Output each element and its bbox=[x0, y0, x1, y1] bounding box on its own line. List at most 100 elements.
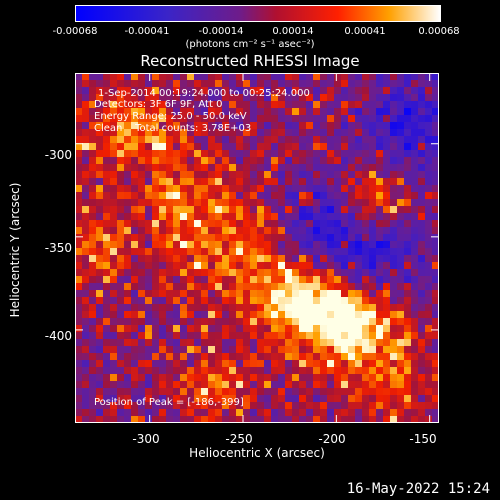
heatmap-cell bbox=[355, 129, 363, 137]
heatmap-cell bbox=[89, 311, 97, 319]
heatmap-cell bbox=[369, 402, 377, 410]
heatmap-cell bbox=[362, 220, 370, 228]
heatmap-cell bbox=[264, 332, 272, 340]
heatmap-cell bbox=[292, 311, 300, 319]
heatmap-cell bbox=[271, 185, 279, 193]
heatmap-cell bbox=[432, 213, 440, 221]
heatmap-cell bbox=[348, 290, 356, 298]
heatmap-cell bbox=[243, 374, 251, 382]
heatmap-cell bbox=[194, 80, 202, 88]
heatmap-cell bbox=[299, 227, 307, 235]
heatmap-cell bbox=[96, 185, 104, 193]
heatmap-cell bbox=[215, 374, 223, 382]
heatmap-cell bbox=[96, 101, 104, 109]
heatmap-cell bbox=[327, 136, 335, 144]
heatmap-cell bbox=[222, 108, 230, 116]
heatmap-cell bbox=[411, 325, 419, 333]
heatmap-cell bbox=[124, 360, 132, 368]
heatmap-cell bbox=[208, 129, 216, 137]
heatmap-cell bbox=[194, 143, 202, 151]
heatmap-cell bbox=[75, 171, 83, 179]
heatmap-cell bbox=[292, 129, 300, 137]
heatmap-cell bbox=[187, 143, 195, 151]
heatmap-cell bbox=[131, 269, 139, 277]
heatmap-cell bbox=[285, 269, 293, 277]
heatmap-cell bbox=[397, 234, 405, 242]
heatmap-cell bbox=[306, 185, 314, 193]
heatmap-cell bbox=[131, 416, 139, 424]
heatmap-cell bbox=[250, 353, 258, 361]
heatmap-cell bbox=[103, 136, 111, 144]
heatmap-cell bbox=[229, 318, 237, 326]
heatmap-cell bbox=[418, 332, 426, 340]
heatmap-cell bbox=[180, 283, 188, 291]
heatmap-cell bbox=[215, 136, 223, 144]
heatmap-cell bbox=[208, 290, 216, 298]
heatmap-cell bbox=[362, 388, 370, 396]
heatmap-cell bbox=[418, 129, 426, 137]
heatmap-cell bbox=[152, 402, 160, 410]
heatmap-cell bbox=[103, 325, 111, 333]
heatmap-cell bbox=[278, 136, 286, 144]
heatmap-cell bbox=[236, 409, 244, 417]
heatmap-cell bbox=[124, 297, 132, 305]
heatmap-cell bbox=[376, 129, 384, 137]
heatmap-cell bbox=[250, 402, 258, 410]
heatmap-cell bbox=[138, 367, 146, 375]
heatmap-cell bbox=[362, 255, 370, 263]
heatmap-cell bbox=[348, 332, 356, 340]
heatmap-cell bbox=[103, 157, 111, 165]
heatmap-cell bbox=[264, 409, 272, 417]
heatmap-cell bbox=[166, 367, 174, 375]
heatmap-cell bbox=[236, 213, 244, 221]
heatmap-cell bbox=[173, 325, 181, 333]
heatmap-cell bbox=[334, 199, 342, 207]
heatmap-cell bbox=[390, 318, 398, 326]
heatmap-cell bbox=[299, 164, 307, 172]
heatmap-cell bbox=[187, 255, 195, 263]
heatmap-cell bbox=[383, 185, 391, 193]
heatmap-cell bbox=[215, 220, 223, 228]
heatmap-cell bbox=[110, 248, 118, 256]
heatmap-cell bbox=[383, 339, 391, 347]
heatmap-cell bbox=[82, 290, 90, 298]
heatmap-cell bbox=[306, 318, 314, 326]
heatmap-cell bbox=[397, 241, 405, 249]
heatmap-cell bbox=[208, 164, 216, 172]
heatmap-cell bbox=[159, 122, 167, 130]
heatmap-cell bbox=[411, 269, 419, 277]
heatmap-cell bbox=[320, 213, 328, 221]
heatmap-cell bbox=[82, 297, 90, 305]
heatmap-cell bbox=[397, 276, 405, 284]
heatmap-cell bbox=[362, 122, 370, 130]
heatmap-cell bbox=[334, 290, 342, 298]
heatmap-cell bbox=[383, 325, 391, 333]
heatmap-cell bbox=[215, 94, 223, 102]
heatmap-cell bbox=[236, 80, 244, 88]
heatmap-cell bbox=[229, 248, 237, 256]
heatmap-cell bbox=[110, 241, 118, 249]
heatmap-cell bbox=[82, 73, 90, 81]
heatmap-cell bbox=[355, 269, 363, 277]
heatmap-cell bbox=[341, 150, 349, 158]
heatmap-cell bbox=[432, 73, 440, 81]
heatmap-cell bbox=[411, 346, 419, 354]
heatmap-cell bbox=[187, 220, 195, 228]
heatmap-cell bbox=[173, 234, 181, 242]
heatmap-cell bbox=[75, 122, 83, 130]
heatmap-cell bbox=[194, 241, 202, 249]
heatmap-cell bbox=[355, 150, 363, 158]
heatmap bbox=[75, 73, 440, 424]
heatmap-cell bbox=[383, 381, 391, 389]
heatmap-cell bbox=[173, 206, 181, 214]
heatmap-cell bbox=[257, 276, 265, 284]
heatmap-cell bbox=[194, 164, 202, 172]
heatmap-cell bbox=[222, 416, 230, 424]
heatmap-cell bbox=[425, 248, 433, 256]
heatmap-cell bbox=[355, 409, 363, 417]
heatmap-cell bbox=[82, 129, 90, 137]
heatmap-cell bbox=[159, 304, 167, 312]
heatmap-cell bbox=[292, 171, 300, 179]
heatmap-cell bbox=[383, 241, 391, 249]
heatmap-cell bbox=[313, 269, 321, 277]
